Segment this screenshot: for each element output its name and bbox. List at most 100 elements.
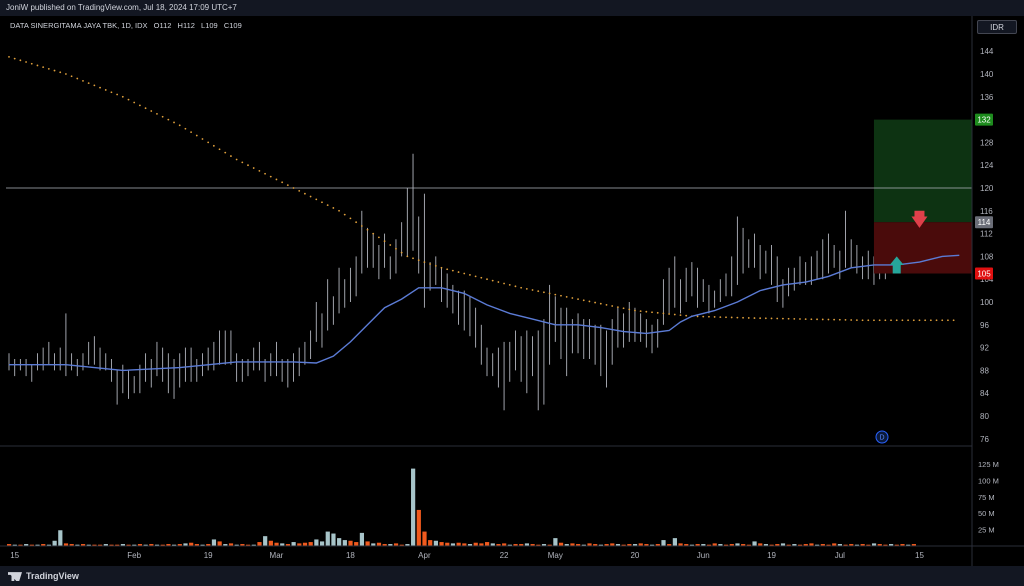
dotted-line-point xyxy=(298,189,301,192)
dotted-line-point xyxy=(605,303,608,306)
currency-button[interactable]: IDR xyxy=(977,20,1017,34)
dotted-line-point xyxy=(355,221,358,224)
legend-low-label: L xyxy=(201,21,205,30)
volume-bar xyxy=(695,544,700,546)
dotted-line-point xyxy=(247,164,249,167)
price-axis-tick-label: 144 xyxy=(980,47,994,56)
dotted-line-point xyxy=(736,316,739,319)
last-price-label-bg xyxy=(975,216,993,229)
volume-bar xyxy=(724,544,729,546)
volume-bar xyxy=(120,544,126,546)
dotted-line-point xyxy=(918,319,921,322)
price-axis-tick-label: 112 xyxy=(980,230,993,239)
volume-bar xyxy=(388,544,393,546)
publisher-text: JoniW published on TradingView.com, Jul … xyxy=(6,3,237,12)
volume-bar xyxy=(445,542,450,546)
dotted-line-point xyxy=(446,268,449,271)
price-axis-tick-label: 88 xyxy=(980,366,989,375)
volume-bar xyxy=(240,544,245,546)
legend-close-value: 109 xyxy=(229,21,242,30)
volume-bar xyxy=(479,543,484,546)
volume-bar xyxy=(456,542,461,546)
volume-bar xyxy=(365,541,370,546)
dotted-line-point xyxy=(121,95,124,98)
dotted-line-point xyxy=(25,61,27,63)
dotted-line-point xyxy=(343,213,346,216)
volume-bar xyxy=(371,543,376,546)
volume-bar xyxy=(519,544,524,546)
volume-bar xyxy=(405,544,410,546)
legend-high-label: H xyxy=(178,21,183,30)
dotted-line-point xyxy=(827,318,830,321)
price-axis-tick-label: 76 xyxy=(980,435,989,444)
volume-bar xyxy=(103,544,108,546)
dotted-line-point xyxy=(218,148,221,151)
dotted-line-point xyxy=(144,107,147,110)
price-axis-tick-label: 128 xyxy=(980,138,994,147)
time-axis-label: 18 xyxy=(346,551,355,560)
volume-bar xyxy=(325,531,330,546)
dotted-line-point xyxy=(474,275,477,278)
dotted-line-point xyxy=(844,318,847,321)
volume-bar xyxy=(507,544,512,546)
price-axis-tick-label: 84 xyxy=(980,389,989,398)
dotted-line-point xyxy=(138,104,141,107)
dotted-line-point xyxy=(867,319,870,322)
price-axis-tick-label: 104 xyxy=(980,275,994,284)
volume-bar xyxy=(359,532,365,546)
volume-bar xyxy=(553,538,558,546)
volume-bar xyxy=(109,544,114,546)
time-axis-label: 20 xyxy=(630,551,639,560)
volume-bar xyxy=(86,544,91,546)
volume-bar xyxy=(780,543,786,546)
volume-bar xyxy=(211,539,217,546)
volume-bar xyxy=(678,543,683,546)
volume-bar xyxy=(547,544,552,546)
time-axis-label: Jun xyxy=(697,551,710,560)
volume-bar xyxy=(871,543,877,546)
price-chart[interactable]: D 76 80 84 88 92 96 100 104 108 112 116 120 124 128 13… xyxy=(0,16,1024,566)
volume-bar xyxy=(581,544,586,546)
dotted-line-point xyxy=(941,319,944,322)
time-axis-label: Mar xyxy=(270,551,284,560)
buy-arrow-icon xyxy=(889,256,904,274)
volume-bar xyxy=(570,543,575,546)
dotted-line-point xyxy=(491,279,494,282)
dotted-line-point xyxy=(525,287,528,290)
dotted-line-point xyxy=(588,300,591,303)
dotted-line-point xyxy=(400,251,403,254)
volume-bar xyxy=(18,544,23,546)
dotted-line-point xyxy=(315,198,318,201)
volume-bar xyxy=(228,543,234,546)
volume-bar xyxy=(541,544,547,546)
dotted-line-point xyxy=(907,319,909,322)
volume-bar xyxy=(672,538,677,546)
volume-bar xyxy=(246,544,251,546)
volume-bar xyxy=(849,544,854,546)
dotted-line-point xyxy=(8,56,10,58)
dotted-line-point xyxy=(321,201,323,204)
dotted-line-point xyxy=(99,86,101,89)
volume-bar xyxy=(132,544,137,546)
dotted-line-point xyxy=(360,225,363,227)
volume-bar xyxy=(126,544,131,546)
volume-bar xyxy=(348,540,353,546)
volume-bar xyxy=(41,544,46,546)
dotted-line-point xyxy=(190,131,192,134)
volume-bar xyxy=(52,540,57,546)
dotted-line-point xyxy=(725,316,727,319)
price-axis-tick-label: 140 xyxy=(980,70,994,79)
dotted-line-point xyxy=(855,319,858,322)
tradingview-logo[interactable]: TradingView xyxy=(8,566,79,586)
dotted-line-point xyxy=(742,316,744,319)
volume-bar xyxy=(644,544,649,546)
volume-bar xyxy=(496,544,501,546)
tradingview-brand: TradingView xyxy=(26,571,79,581)
volume-bar xyxy=(416,509,421,546)
dotted-line-point xyxy=(639,310,642,313)
price-axis-tick-label: 100 xyxy=(980,298,994,307)
volume-bar xyxy=(706,544,712,546)
dotted-line-point xyxy=(70,75,73,78)
dotted-line-point xyxy=(503,282,505,285)
volume-bar xyxy=(900,544,905,546)
